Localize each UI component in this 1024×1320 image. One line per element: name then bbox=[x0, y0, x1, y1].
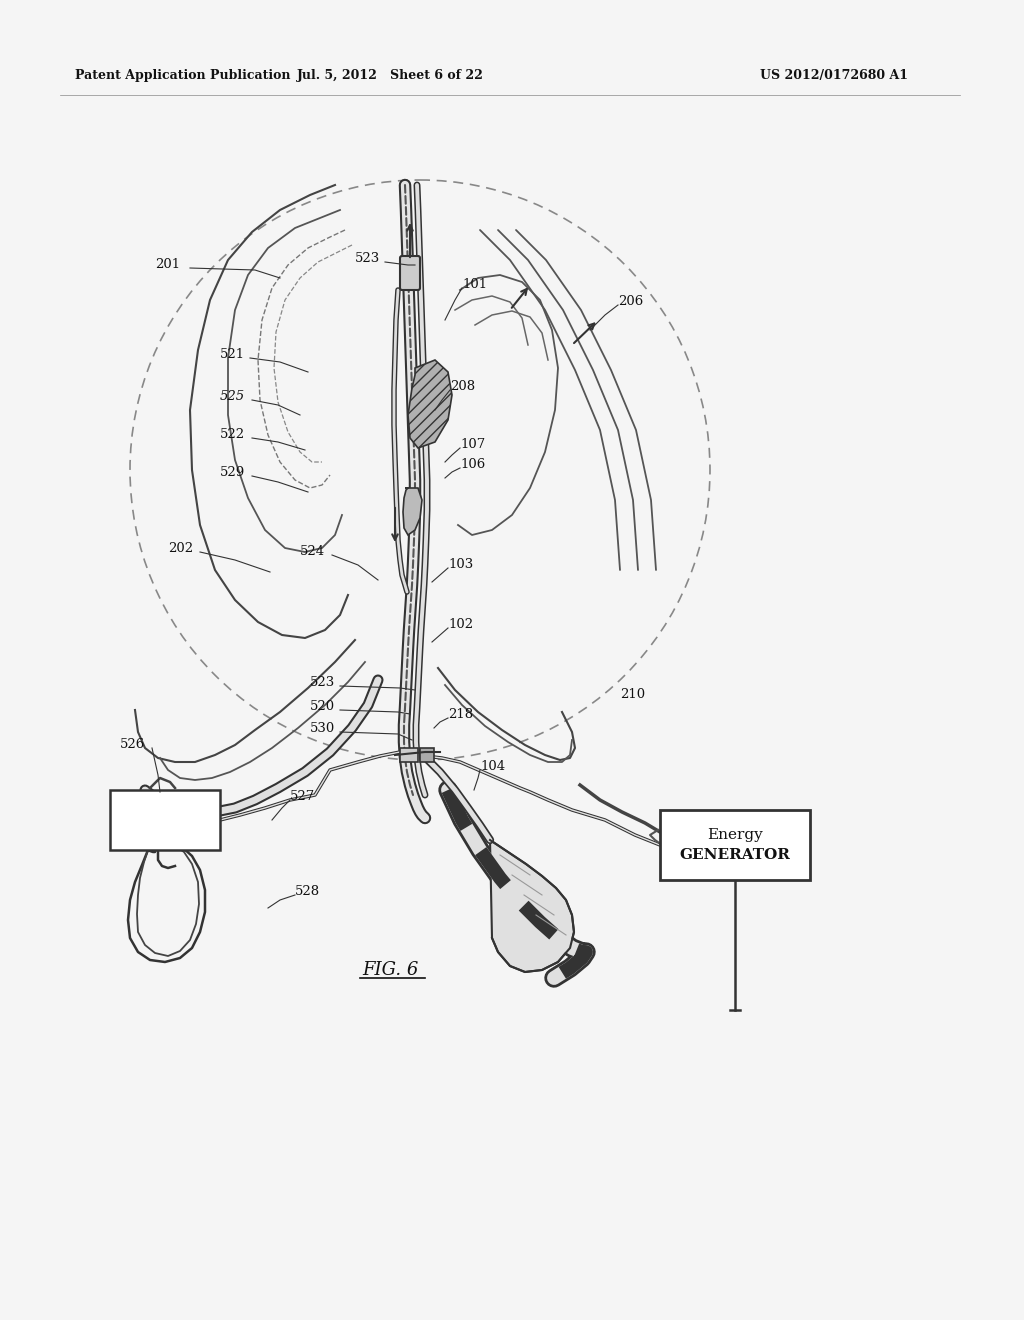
Text: Energy: Energy bbox=[708, 828, 763, 842]
Text: 218: 218 bbox=[449, 708, 473, 721]
Bar bbox=[660, 810, 810, 880]
Bar bbox=[420, 748, 434, 762]
Polygon shape bbox=[490, 840, 574, 972]
Text: 101: 101 bbox=[462, 279, 487, 290]
Text: 525: 525 bbox=[220, 389, 245, 403]
Text: Patent Application Publication: Patent Application Publication bbox=[75, 69, 291, 82]
Text: 528: 528 bbox=[295, 884, 321, 898]
Text: Jul. 5, 2012   Sheet 6 of 22: Jul. 5, 2012 Sheet 6 of 22 bbox=[297, 69, 483, 82]
Text: 104: 104 bbox=[480, 760, 505, 774]
Bar bbox=[400, 748, 418, 762]
Text: 106: 106 bbox=[460, 458, 485, 471]
Text: 522: 522 bbox=[220, 428, 245, 441]
Text: FIG. 6: FIG. 6 bbox=[361, 961, 418, 979]
Text: 208: 208 bbox=[450, 380, 475, 393]
Polygon shape bbox=[403, 488, 422, 535]
Text: 102: 102 bbox=[449, 618, 473, 631]
Text: 526: 526 bbox=[120, 738, 145, 751]
Polygon shape bbox=[408, 360, 452, 447]
Text: US 2012/0172680 A1: US 2012/0172680 A1 bbox=[760, 69, 908, 82]
Text: 530: 530 bbox=[310, 722, 335, 735]
Text: 523: 523 bbox=[310, 676, 335, 689]
Text: 521: 521 bbox=[220, 348, 245, 360]
Text: 524: 524 bbox=[300, 545, 326, 558]
Text: 210: 210 bbox=[620, 688, 645, 701]
Text: 527: 527 bbox=[290, 789, 315, 803]
Text: GENERATOR: GENERATOR bbox=[680, 847, 791, 862]
Text: 107: 107 bbox=[460, 438, 485, 451]
FancyBboxPatch shape bbox=[400, 256, 420, 290]
Text: 103: 103 bbox=[449, 558, 473, 572]
Text: 529: 529 bbox=[220, 466, 246, 479]
Text: 523: 523 bbox=[355, 252, 380, 265]
Text: 201: 201 bbox=[155, 257, 180, 271]
Text: 206: 206 bbox=[618, 294, 643, 308]
Bar bbox=[110, 789, 220, 850]
Text: 520: 520 bbox=[310, 700, 335, 713]
Text: 202: 202 bbox=[168, 543, 194, 554]
